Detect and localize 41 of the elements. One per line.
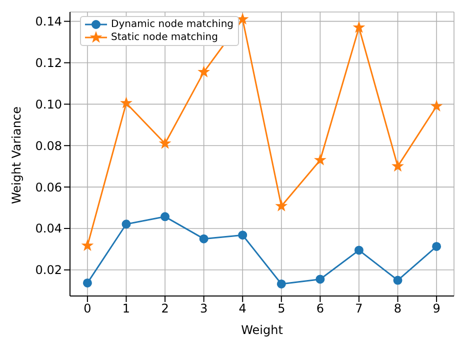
point [314,154,326,165]
y-tick-label: 0.10 [35,97,62,112]
point [82,240,93,250]
point [237,14,248,24]
x-tick-label: 8 [394,302,402,316]
y-tick-label: 0.04 [35,222,62,236]
point [316,274,325,284]
x-tick-label: 0 [84,302,92,316]
x-tick-label: 2 [161,302,169,316]
legend-label: Dynamic node matching [111,19,234,30]
point [354,246,364,255]
point [393,276,402,285]
point [198,66,210,77]
point [432,242,442,251]
point [122,220,131,229]
point [82,278,92,288]
y-tick-label: 0.06 [35,180,62,194]
y-axis-title: Weight Variance [9,106,24,204]
x-tick-label: 9 [432,302,440,316]
x-tick-label: 4 [238,302,246,316]
legend-label: Static node matching [111,32,218,43]
x-axis-title: Weight [241,323,284,337]
x-tick-label: 3 [200,302,208,316]
x-tick-label: 6 [316,302,324,316]
y-tick-label: 0.12 [35,56,62,70]
x-tick-label: 7 [355,302,363,316]
point [199,234,208,244]
x-tick-label: 5 [278,302,286,316]
point [160,212,170,222]
point [238,230,248,240]
point [276,279,286,288]
y-tick-label: 0.08 [35,138,62,153]
x-tick-label: 1 [122,302,130,316]
point [160,138,170,148]
y-tick-label: 0.14 [35,14,62,29]
point [276,200,287,211]
y-tick-label: 0.02 [35,263,62,278]
point [354,22,364,32]
point [431,100,442,111]
point [120,98,132,108]
point [392,160,404,171]
